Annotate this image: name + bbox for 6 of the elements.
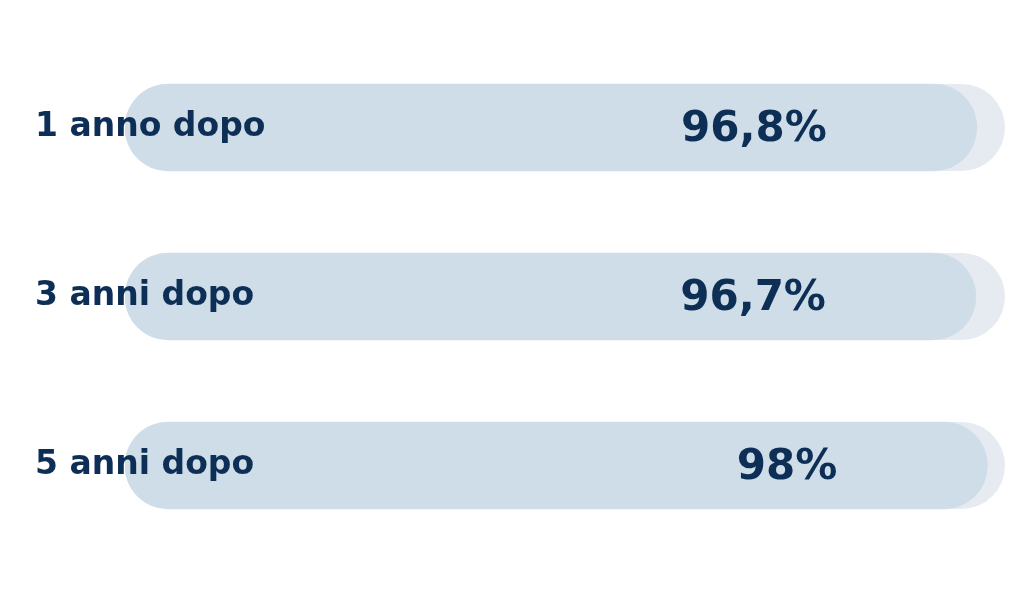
data-label: 96,8% [681,102,827,152]
y-tick-label: 3 anni dopo [35,274,255,314]
y-tick-label: 1 anno dopo [35,105,266,145]
data-label: 98% [736,440,838,490]
data-label: 96,7% [680,271,826,321]
y-tick-label: 5 anni dopo [35,443,255,483]
